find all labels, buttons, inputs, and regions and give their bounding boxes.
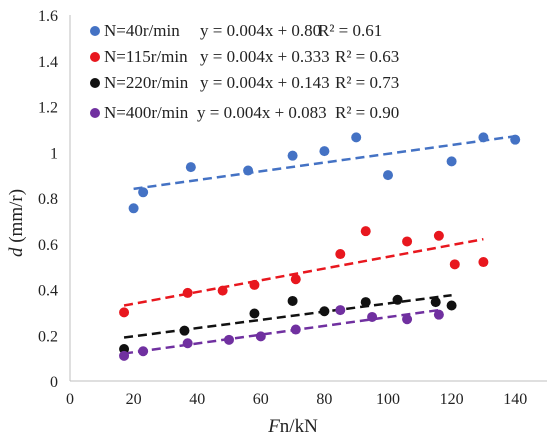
x-tick-labels: 0 20 40 60 80 100 120 140 (66, 391, 527, 408)
data-point-series-4 (335, 305, 346, 316)
y-tick-label: 0.4 (38, 283, 58, 300)
data-point-series-2 (360, 226, 371, 237)
data-point-series-4 (119, 350, 130, 361)
legend-r2-series-3: R² = 0.73 (335, 73, 399, 92)
data-point-series-4 (182, 338, 193, 349)
x-axis-title-unit: n/kN (280, 416, 318, 437)
data-point-series-1 (185, 162, 196, 173)
trendline-series-4 (123, 308, 440, 355)
data-point-series-3 (446, 300, 457, 311)
data-point-series-3 (430, 297, 441, 308)
data-point-series-4 (255, 331, 266, 342)
y-tick-label: 1.6 (38, 8, 58, 25)
legend-marker-series-3 (90, 78, 100, 88)
trendline-series-1 (133, 134, 516, 191)
data-point-series-4 (290, 324, 301, 335)
y-axis-title: d (mm/r) (6, 189, 27, 257)
y-axis-title-unit: (mm/r) (6, 189, 27, 248)
legend-equation-series-1: y = 0.004x + 0.80 (200, 21, 321, 40)
y-tick-label: 1.2 (38, 100, 58, 117)
data-point-series-1 (138, 187, 149, 198)
data-point-series-1 (243, 165, 254, 176)
data-point-series-2 (182, 287, 193, 298)
plot-area (69, 15, 547, 382)
y-tick-label: 0.8 (38, 191, 58, 208)
data-points (119, 132, 521, 361)
data-point-series-1 (287, 150, 298, 161)
y-tick-label: 0.6 (38, 237, 58, 254)
x-tick-label: 100 (376, 391, 400, 408)
data-point-series-1 (351, 132, 362, 143)
x-tick-label: 40 (189, 391, 205, 408)
legend-equation-series-4: y = 0.004x + 0.083 (197, 103, 327, 122)
legend-r2-series-2: R² = 0.63 (335, 47, 399, 66)
legend-marker-series-4 (90, 108, 100, 118)
data-point-series-2 (402, 236, 413, 247)
data-point-series-4 (367, 311, 378, 322)
trendline-series-2 (123, 237, 484, 307)
legend-marker-series-2 (90, 52, 100, 62)
data-point-series-1 (510, 134, 521, 145)
data-point-series-3 (179, 325, 190, 336)
x-tick-label: 80 (316, 391, 332, 408)
data-point-series-2 (335, 249, 346, 260)
data-point-series-3 (360, 297, 371, 308)
data-point-series-1 (478, 132, 489, 143)
data-point-series-4 (402, 314, 413, 325)
data-point-series-2 (478, 257, 489, 268)
x-axis-title: Fn/kN (267, 416, 318, 437)
data-point-series-4 (224, 334, 234, 345)
x-tick-label: 20 (126, 391, 142, 408)
data-point-series-2 (449, 259, 460, 270)
y-tick-label: 1 (50, 145, 58, 162)
data-point-series-1 (128, 203, 139, 214)
data-point-series-2 (290, 274, 301, 285)
legend-label-series-4: N=400r/min (104, 103, 189, 122)
legend-label-series-2: N=115r/min (104, 47, 188, 66)
x-tick-label: 120 (440, 391, 464, 408)
legend-equation-series-2: y = 0.004x + 0.333 (200, 47, 330, 66)
data-point-series-1 (319, 146, 330, 157)
data-point-series-2 (119, 307, 130, 318)
legend-marker-series-1 (90, 26, 100, 36)
y-tick-label: 1.4 (38, 54, 58, 71)
data-point-series-1 (383, 170, 393, 181)
legend-label-series-3: N=220r/min (104, 73, 189, 92)
data-point-series-4 (138, 346, 149, 357)
x-tick-label: 140 (503, 391, 527, 408)
data-point-series-3 (319, 306, 330, 317)
x-tick-label: 0 (66, 391, 74, 408)
data-point-series-3 (287, 295, 298, 306)
legend-r2-series-1: R² = 0.61 (318, 21, 382, 40)
y-axis-title-symbol: d (6, 247, 27, 257)
y-tick-label: 0.2 (38, 328, 58, 345)
data-point-series-1 (446, 156, 457, 167)
data-point-series-2 (433, 230, 444, 241)
data-point-series-2 (217, 285, 228, 296)
x-tick-label: 60 (253, 391, 269, 408)
data-point-series-2 (249, 279, 260, 290)
data-point-series-3 (119, 343, 130, 354)
x-axis-title-symbol: F (267, 416, 280, 437)
legend-label-series-1: N=40r/min (104, 21, 180, 40)
legend-r2-series-4: R² = 0.90 (335, 103, 399, 122)
trendlines (123, 134, 516, 355)
legend-equation-series-3: y = 0.004x + 0.143 (200, 73, 330, 92)
y-tick-label: 0 (50, 374, 58, 391)
data-point-series-3 (392, 294, 403, 305)
data-point-series-3 (249, 308, 260, 319)
data-point-series-4 (433, 309, 444, 320)
y-tick-labels: 0 0.2 0.4 0.6 0.8 1 1.2 1.4 1.6 (38, 8, 58, 391)
